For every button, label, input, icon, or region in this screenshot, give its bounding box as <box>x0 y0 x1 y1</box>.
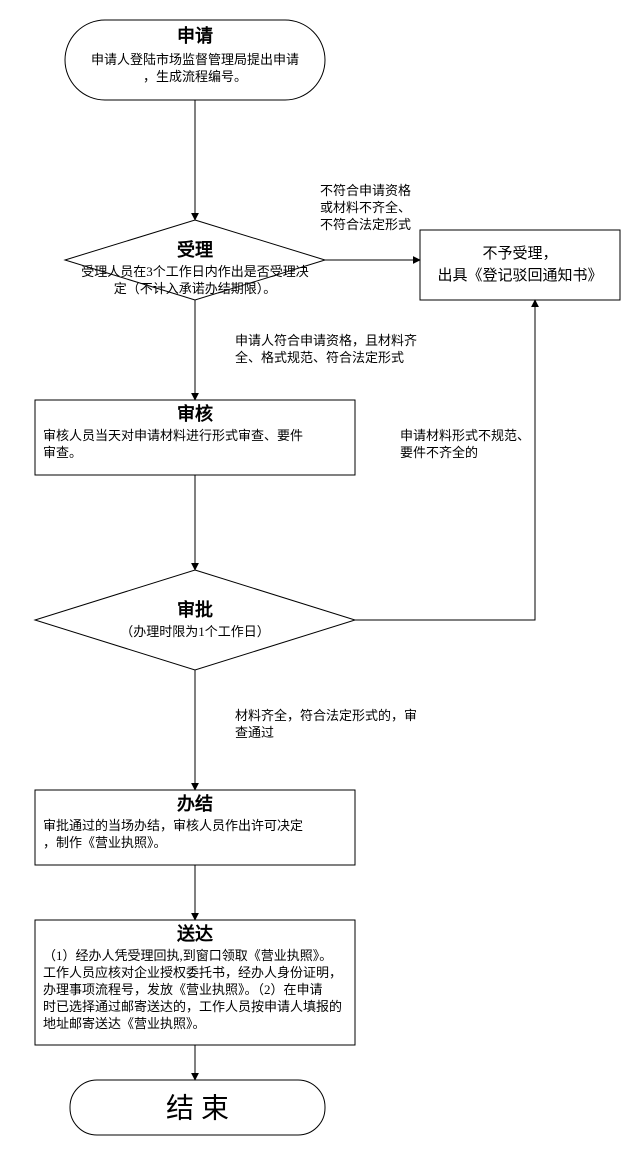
edge-label-1: 全、格式规范、符合法定形式 <box>235 350 404 365</box>
svg-text:审核: 审核 <box>177 403 213 424</box>
edge-4 <box>355 300 535 620</box>
node-accept: 受理受理人员在3个工作日内作出是否受理决定（不计入承诺办结期限）。 <box>65 220 325 300</box>
node-reject: 不予受理， 出具《登记驳回通知书》 <box>420 230 620 300</box>
svg-text:出具《登记驳回通知书》: 出具《登记驳回通知书》 <box>437 267 602 284</box>
svg-text:送达: 送达 <box>176 923 213 944</box>
svg-text:工作人员应核对企业授权委托书，经办人身份证明，: 工作人员应核对企业授权委托书，经办人身份证明， <box>43 965 342 980</box>
node-approve: 审批 （办理时限为1个工作日） <box>35 570 355 670</box>
node-apply: 申请申请人登陆市场监督管理局提出申请 ，生成流程编号。 <box>65 20 325 100</box>
edge-label-4: 要件不齐全的 <box>400 445 478 460</box>
svg-text:时已选择通过邮寄送达的，工作人员按申请人填报的: 时已选择通过邮寄送达的，工作人员按申请人填报的 <box>43 999 342 1014</box>
svg-text:办理事项流程号，发放《营业执照》。（2）在申请: 办理事项流程号，发放《营业执照》。（2）在申请 <box>43 982 323 997</box>
svg-text:审查。: 审查。 <box>43 445 82 460</box>
svg-text:受理人员在3个工作日内作出是否受理决: 受理人员在3个工作日内作出是否受理决 <box>81 264 309 279</box>
node-review: 审核审核人员当天对申请材料进行形式审查、要件审查。 <box>35 400 355 475</box>
svg-text:审批通过的当场办结，审核人员作出许可决定: 审批通过的当场办结，审核人员作出许可决定 <box>43 818 303 833</box>
node-deliver: 送达 （1）经办人凭受理回执,到窗口领取《营业执照》。工作人员应核对企业授权委托书… <box>35 920 355 1045</box>
svg-text:审批: 审批 <box>177 599 213 620</box>
edge-label-2: 或材料不齐全、 <box>320 200 411 215</box>
edge-label-1: 申请人符合申请资格，且材料齐 <box>235 333 417 348</box>
svg-text:，生成流程编号。: ，生成流程编号。 <box>143 69 247 84</box>
svg-text:结 束: 结 束 <box>166 1093 229 1125</box>
svg-text:（1）经办人凭受理回执,到窗口领取《营业执照》。: （1）经办人凭受理回执,到窗口领取《营业执照》。 <box>43 948 332 963</box>
svg-text:受理: 受理 <box>177 239 213 260</box>
node-end: 结 束 <box>70 1080 325 1135</box>
edge-label-2: 不符合申请资格 <box>320 183 411 198</box>
node-complete: 办结审批通过的当场办结，审核人员作出许可决定 ，制作《营业执照》。 <box>35 790 355 865</box>
svg-text:办结: 办结 <box>177 793 213 814</box>
svg-text:不予受理，: 不予受理， <box>482 245 557 262</box>
svg-text:申请: 申请 <box>177 25 213 46</box>
svg-text:，制作《营业执照》。: ，制作《营业执照》。 <box>43 835 167 850</box>
svg-text:定（不计入承诺办结期限）。: 定（不计入承诺办结期限）。 <box>114 281 277 296</box>
svg-text:（办理时限为1个工作日）: （办理时限为1个工作日） <box>120 624 270 639</box>
edge-label-5: 材料齐全，符合法定形式的，审 <box>235 708 417 723</box>
edge-label-5: 查通过 <box>235 725 274 740</box>
svg-text:地址邮寄送达《营业执照》。: 地址邮寄送达《营业执照》。 <box>43 1016 206 1031</box>
svg-text:申请人登陆市场监督管理局提出申请: 申请人登陆市场监督管理局提出申请 <box>91 52 299 67</box>
svg-text:审核人员当天对申请材料进行形式审查、要件: 审核人员当天对申请材料进行形式审查、要件 <box>43 428 303 443</box>
edge-label-4: 申请材料形式不规范、 <box>400 428 530 443</box>
edge-label-2: 不符合法定形式 <box>320 217 411 232</box>
